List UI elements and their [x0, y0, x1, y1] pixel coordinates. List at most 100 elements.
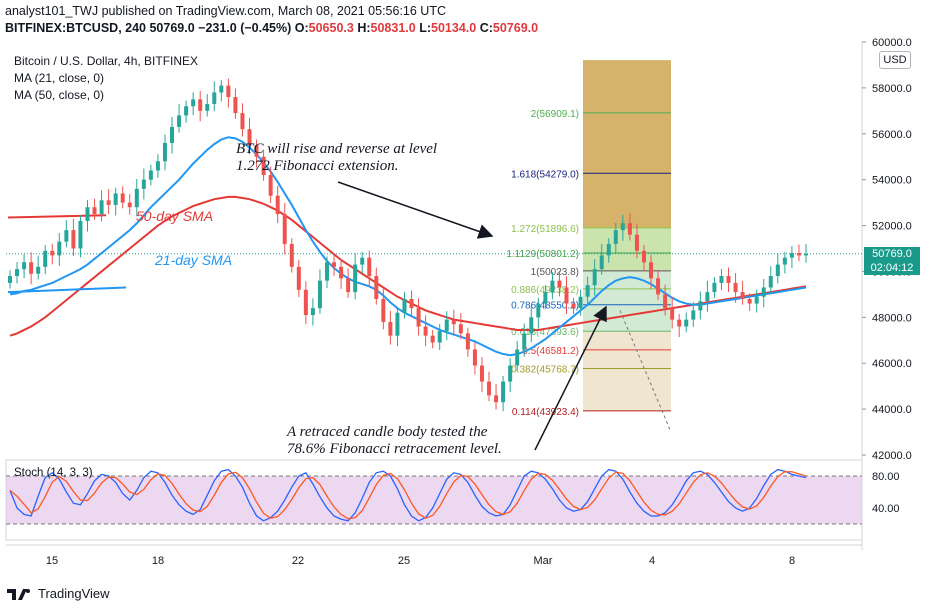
- candle-body-28: [205, 103, 210, 111]
- candle-body-98: [698, 301, 703, 311]
- fib-level-label-8: 0.5(46581.2): [522, 346, 579, 357]
- ma21-prior-segment: [7, 286, 127, 294]
- candle-body-64: [458, 324, 463, 334]
- open-label: O:: [294, 21, 309, 35]
- candle-body-26: [191, 99, 196, 107]
- chart-title-legend: Bitcoin / U.S. Dollar, 4h, BITFINEX: [14, 54, 199, 68]
- candle-body-41: [296, 266, 301, 290]
- candle-body-82: [585, 285, 590, 297]
- high-label: H:: [357, 21, 371, 35]
- time-tick-4: Mar: [534, 555, 553, 567]
- time-tick-3: 25: [398, 555, 410, 567]
- candle-body-38: [275, 195, 280, 215]
- candle-body-19: [141, 179, 146, 189]
- candle-body-81: [578, 296, 583, 309]
- fib-upper-zone: [583, 227, 671, 271]
- candle-body-94: [670, 308, 675, 320]
- candle-body-52: [374, 276, 379, 299]
- candle-body-92: [656, 278, 661, 295]
- candle-body-45: [324, 262, 329, 281]
- price-tick-3: 48000.0: [872, 312, 912, 324]
- candle-body-42: [303, 289, 308, 316]
- candle-body-7: [57, 241, 62, 256]
- candle-body-18: [134, 188, 139, 208]
- candle-body-78: [557, 280, 562, 288]
- fib-level-label-7: 0.618(47393.6): [511, 327, 579, 338]
- candle-body-111: [789, 253, 794, 258]
- candle-body-79: [564, 287, 569, 304]
- candle-body-106: [754, 296, 759, 304]
- candle-body-43: [310, 308, 315, 316]
- candle-body-31: [226, 85, 231, 98]
- candle-body-89: [634, 234, 639, 251]
- candle-body-57: [409, 298, 414, 309]
- candle-body-91: [649, 262, 654, 279]
- time-tick-0: 15: [46, 555, 58, 567]
- candle-body-67: [479, 365, 484, 382]
- low-value: 50134.0: [431, 21, 477, 35]
- ma21-legend[interactable]: MA (21, close, 0): [14, 71, 105, 85]
- candle-body-87: [620, 223, 625, 231]
- candle-body-71: [508, 365, 513, 382]
- fib-level-label-1: 1.618(54279.0): [511, 169, 579, 180]
- tradingview-logo-icon: [7, 589, 30, 600]
- candle-body-85: [606, 243, 611, 256]
- last-price: 50769.0: [149, 21, 195, 35]
- candle-body-54: [388, 321, 393, 336]
- stoch-legend[interactable]: Stoch (14, 3, 3): [14, 467, 93, 479]
- ma21-line: [9, 136, 807, 357]
- label-21day-sma: 21-day SMA: [154, 252, 232, 268]
- candle-body-110: [782, 257, 787, 265]
- price-tick-1: 44000.0: [872, 404, 912, 416]
- stoch-d-line: [9, 471, 807, 520]
- candle-body-21: [155, 161, 160, 171]
- candle-body-95: [677, 319, 682, 327]
- candle-body-108: [768, 276, 773, 288]
- tradingview-footer[interactable]: TradingView: [6, 583, 110, 603]
- candle-body-39: [282, 214, 287, 244]
- close-value: 50769.0: [492, 21, 539, 35]
- currency-button[interactable]: USD: [879, 51, 911, 69]
- candle-body-99: [705, 292, 710, 302]
- candle-body-90: [641, 250, 646, 263]
- price-tick-0: 42000.0: [872, 450, 912, 462]
- candle-body-30: [219, 85, 224, 93]
- candle-body-0: [8, 276, 12, 283]
- candle-body-107: [761, 287, 766, 297]
- price-tick-9: 60000.0: [872, 37, 912, 49]
- candle-body-22: [162, 142, 167, 162]
- fib-lower-zone: [583, 331, 671, 411]
- candle-body-76: [543, 292, 548, 304]
- candle-body-24: [177, 115, 182, 127]
- price-tick-8: 58000.0: [872, 83, 912, 95]
- publish-info: analyst101_TWJ published on TradingView.…: [5, 4, 446, 18]
- fib-extension-zone: [583, 60, 671, 228]
- candle-body-50: [360, 257, 365, 265]
- candle-body-5: [43, 250, 48, 267]
- bar-timer-tag: 02:04:12: [864, 261, 920, 275]
- ohlc-header: BITFINEX:BTCUSD, 240 50769.0 −231.0 (−0.…: [5, 21, 538, 35]
- candle-body-104: [740, 292, 745, 299]
- candle-body-51: [367, 257, 372, 277]
- candle-body-10: [78, 220, 83, 249]
- candle-body-59: [423, 326, 428, 336]
- arrow-top: [337, 181, 494, 239]
- candle-body-93: [663, 294, 668, 309]
- candle-body-105: [747, 298, 752, 304]
- time-tick-1: 18: [152, 555, 164, 567]
- ma50-prior-segment: [7, 214, 107, 219]
- candle-body-8: [64, 230, 69, 242]
- ma50-legend[interactable]: MA (50, close, 0): [14, 88, 105, 102]
- stoch-tick-0: 40.00: [872, 503, 900, 515]
- candle-body-9: [71, 230, 76, 249]
- annotation-bottom-line1: A retraced candle body tested the: [286, 424, 488, 440]
- candle-body-17: [127, 202, 132, 208]
- candle-body-113: [804, 253, 808, 256]
- candle-body-4: [36, 266, 41, 274]
- candle-body-48: [346, 278, 351, 293]
- candle-body-11: [85, 207, 90, 221]
- candle-body-16: [120, 193, 125, 203]
- annotation-top-line1: BTC will rise and reverse at level: [236, 141, 437, 157]
- candle-body-62: [444, 319, 449, 332]
